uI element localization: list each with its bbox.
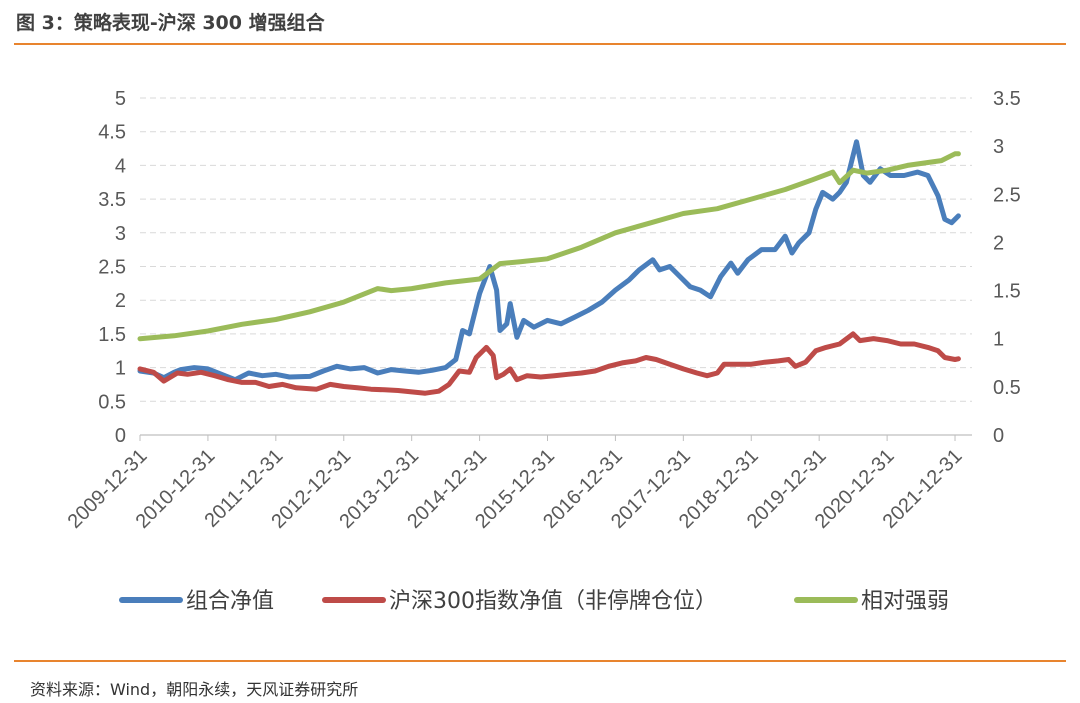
- x-axis: 2009-12-312010-12-312011-12-312012-12-31…: [64, 434, 972, 533]
- y-right-tick-label: 0: [993, 425, 1004, 447]
- y-right-tick-label: 3: [993, 136, 1004, 158]
- legend: 组合净值 沪深300指数净值（非停牌仓位） 相对强弱: [119, 589, 949, 614]
- title-divider: [14, 43, 1066, 45]
- y-left-tick-label: 4: [115, 155, 126, 177]
- figure-title: 图 3：策略表现-沪深 300 增强组合: [16, 12, 325, 34]
- y-left-tick-label: 3: [115, 223, 126, 245]
- y-left-tick-label: 1.5: [98, 324, 126, 346]
- y-right-tick-label: 1.5: [993, 281, 1021, 303]
- y-right-tick-label: 0.5: [993, 377, 1021, 399]
- y-left-tick-label: 3.5: [98, 189, 126, 211]
- series-line-1: [137, 331, 961, 396]
- y-left-tick-label: 0.5: [98, 391, 126, 413]
- y-left-tick-label: 0: [115, 425, 126, 447]
- series-lines: [137, 139, 961, 396]
- y-left-tick-label: 2.5: [98, 257, 126, 279]
- legend-label: 组合净值: [186, 589, 274, 614]
- y-axis-left: 0 0.5 1 1.5 2 2.5 3 3.5 4 4.5 5: [98, 88, 126, 447]
- y-left-tick-label: 2: [115, 290, 126, 312]
- y-left-tick-label: 1: [115, 358, 126, 380]
- y-left-tick-label: 4.5: [98, 122, 126, 144]
- y-right-tick-label: 2: [993, 232, 1004, 254]
- series-line-2: [137, 151, 961, 342]
- source-note: 资料来源：Wind，朝阳永续，天风证券研究所: [30, 680, 359, 699]
- y-right-tick-label: 2.5: [993, 184, 1021, 206]
- footer-divider: [14, 660, 1066, 662]
- legend-label: 相对强弱: [861, 589, 949, 614]
- line-chart: 0 0.5 1 1.5 2 2.5 3 3.5 4 4.5 5 0 0.5 1 1.5 2 2.5 3 3.5 2…: [64, 88, 1021, 614]
- legend-label: 沪深300指数净值（非停牌仓位）: [389, 589, 717, 614]
- y-right-tick-label: 3.5: [993, 88, 1021, 110]
- y-axis-right: 0 0.5 1 1.5 2 2.5 3 3.5: [993, 88, 1021, 447]
- y-left-tick-label: 5: [115, 88, 126, 110]
- y-right-tick-label: 1: [993, 329, 1004, 351]
- series-line-0: [137, 139, 961, 383]
- grid-lines: [140, 97, 972, 402]
